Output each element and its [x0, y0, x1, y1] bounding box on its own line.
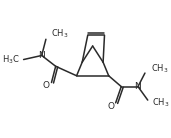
- Text: CH$_3$: CH$_3$: [152, 97, 169, 109]
- Text: N: N: [135, 82, 141, 91]
- Text: H$_3$C: H$_3$C: [2, 53, 19, 66]
- Text: N: N: [38, 51, 45, 60]
- Text: CH$_3$: CH$_3$: [51, 28, 69, 40]
- Text: O: O: [108, 102, 115, 111]
- Text: O: O: [42, 81, 49, 90]
- Text: CH$_3$: CH$_3$: [150, 63, 168, 75]
